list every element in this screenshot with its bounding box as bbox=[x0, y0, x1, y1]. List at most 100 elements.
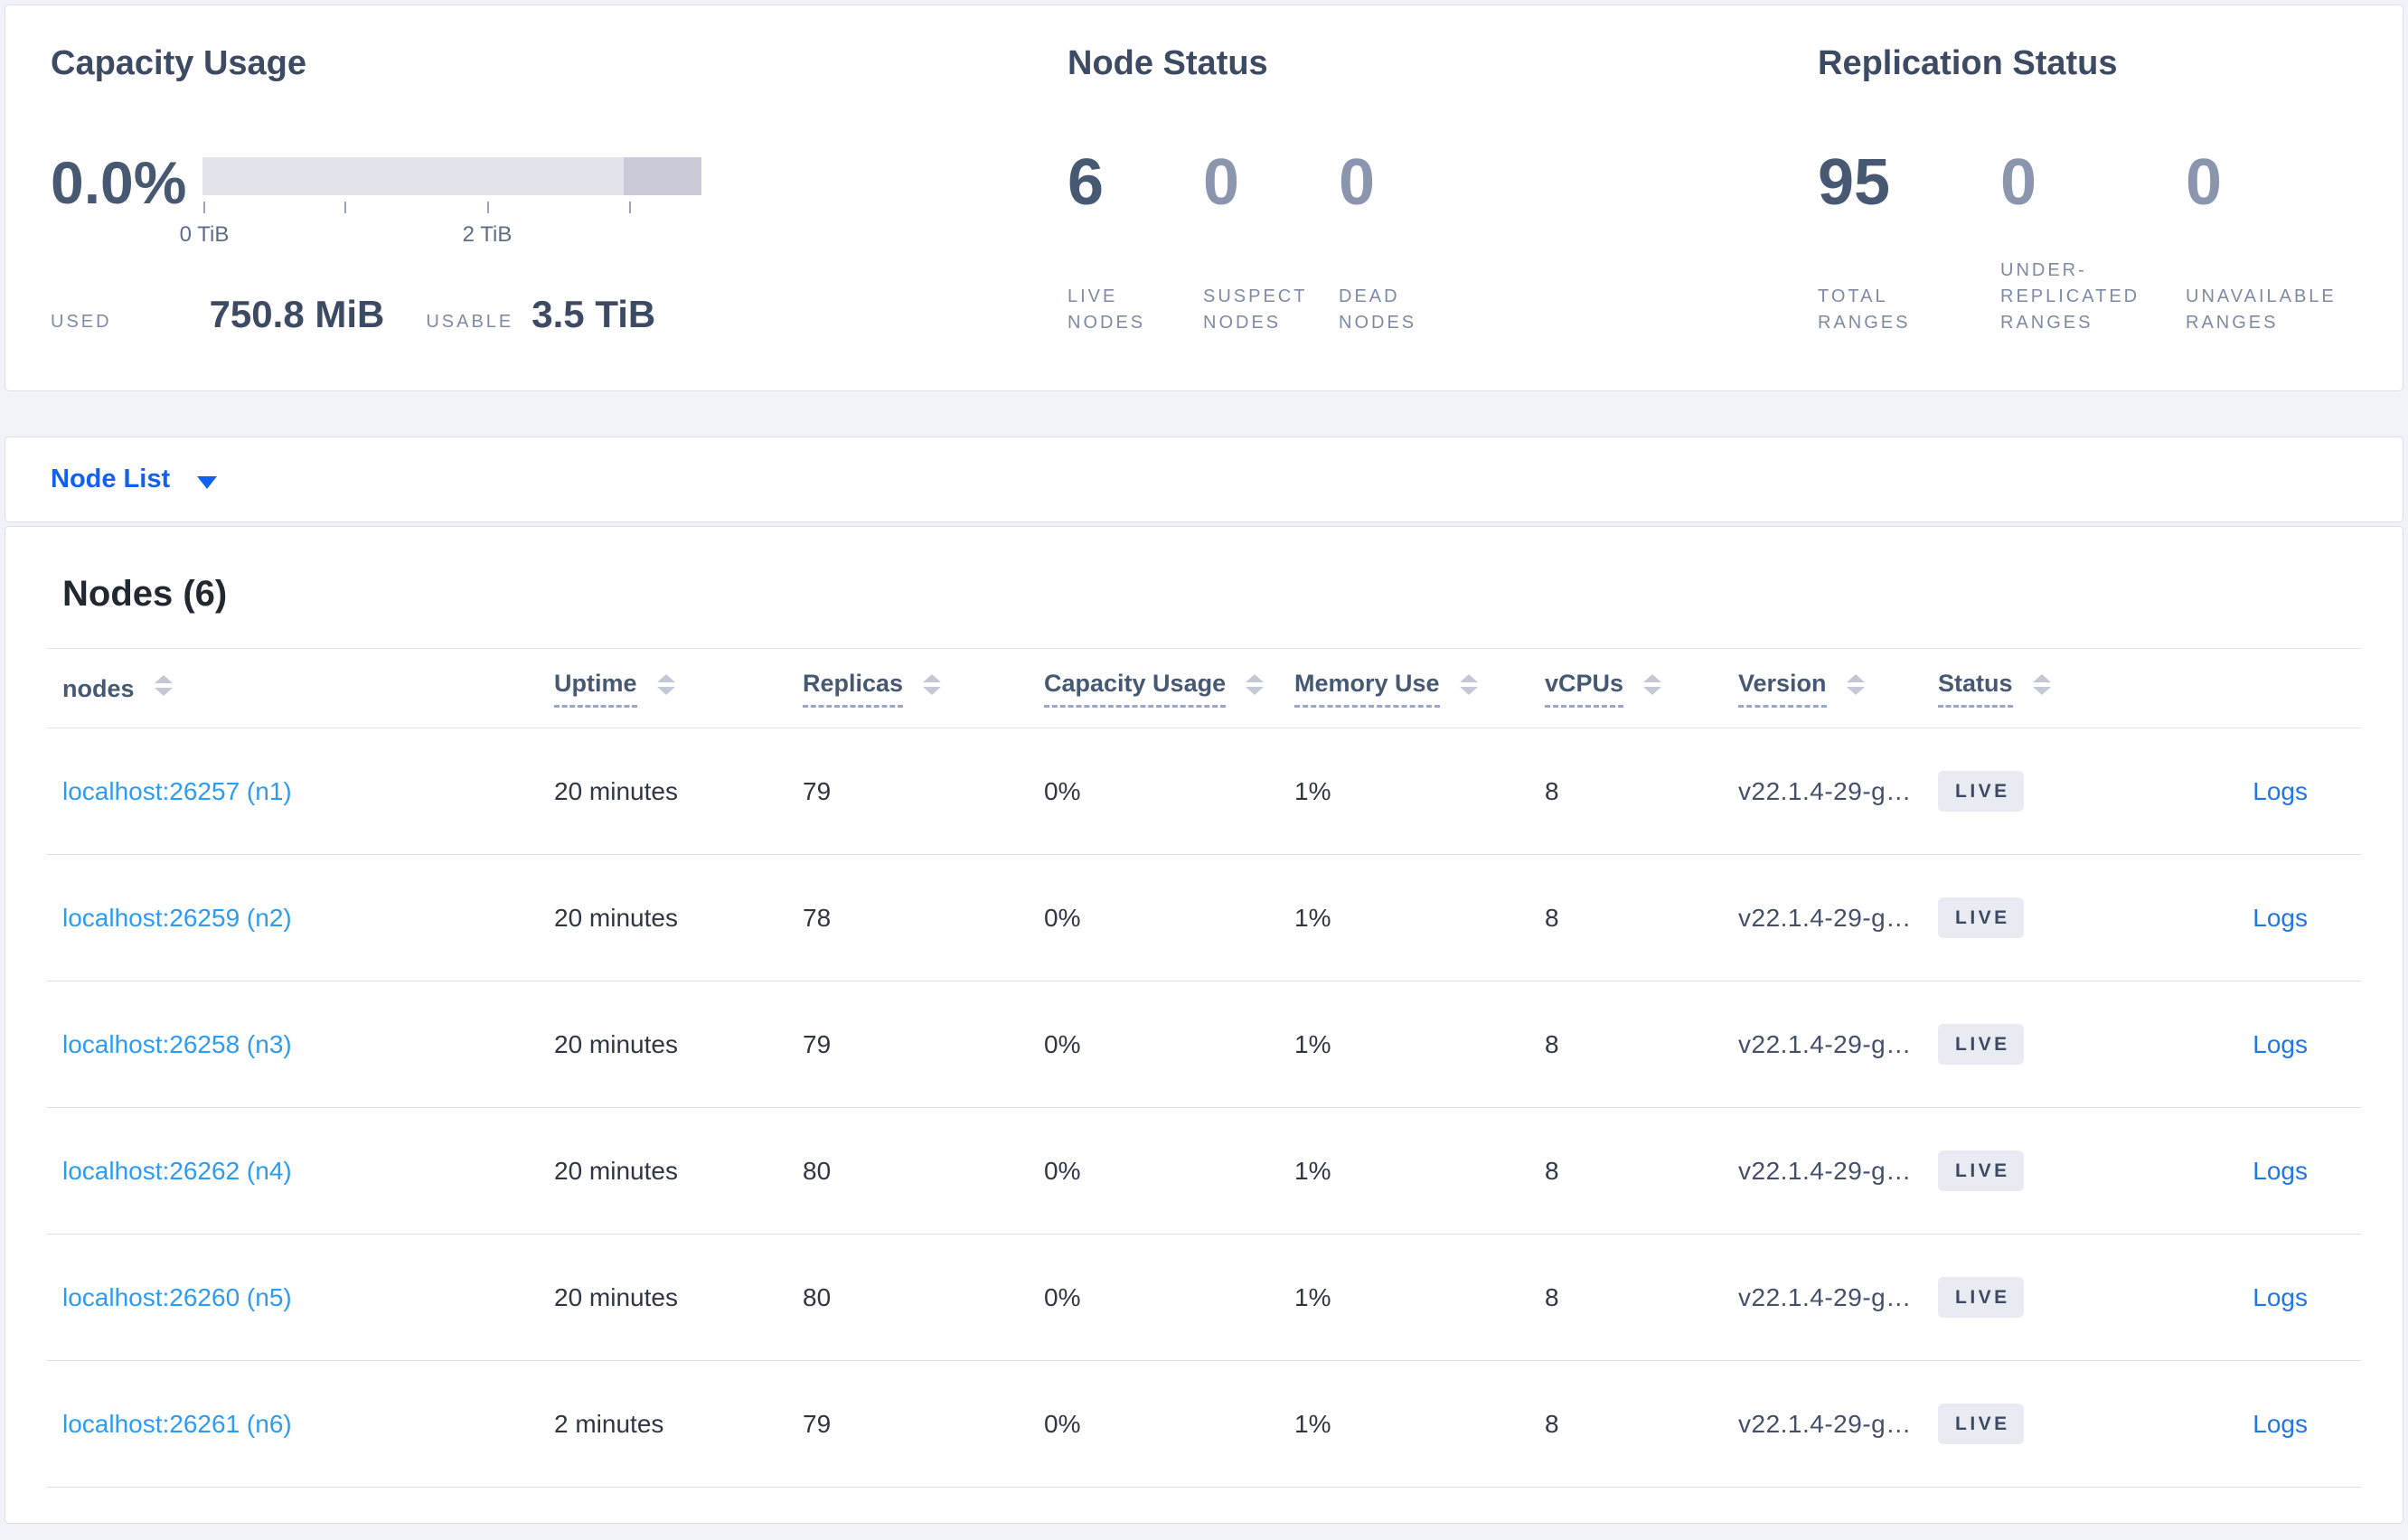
nodes-table-title: Nodes (6) bbox=[62, 574, 228, 614]
node-status-title: Node Status bbox=[1068, 44, 1268, 82]
replication-status-section: Replication Status 95 TOTAL RANGES 0 UND… bbox=[1818, 42, 2375, 336]
capacity-used-usable-row: USED 750.8 MiB USABLE 3.5 TiB bbox=[51, 293, 1009, 336]
capacity-bar-dark-segment bbox=[624, 157, 701, 195]
unavailable-ranges-value: 0 bbox=[2186, 146, 2223, 219]
capacity-bar bbox=[202, 157, 701, 195]
memory-use-cell: 1% bbox=[1294, 1029, 1331, 1058]
nodes-table-body: localhost:26257 (n1) 20 minutes 79 0% 1%… bbox=[47, 728, 2361, 1488]
column-header-vcpus[interactable]: vCPUs bbox=[1529, 649, 1723, 728]
used-label: USED bbox=[51, 312, 112, 332]
live-nodes-stat: 6 LIVE NODES bbox=[1068, 149, 1203, 336]
logs-link[interactable]: Logs bbox=[2253, 1029, 2308, 1058]
status-badge: LIVE bbox=[1938, 1024, 2024, 1065]
sort-icon bbox=[1846, 674, 1865, 695]
node-link[interactable]: localhost:26257 (n1) bbox=[62, 776, 292, 805]
live-nodes-label: LIVE NODES bbox=[1068, 286, 1146, 333]
replicas-cell: 79 bbox=[803, 1029, 832, 1058]
capacity-usage-cell: 0% bbox=[1044, 1282, 1081, 1311]
column-header-uptime[interactable]: Uptime bbox=[539, 649, 787, 728]
replicas-cell: 80 bbox=[803, 1156, 832, 1185]
logs-cell: Logs bbox=[2181, 855, 2361, 981]
capacity-usage-cell: 0% bbox=[1044, 1029, 1081, 1058]
uptime-cell: 20 minutes bbox=[554, 1029, 678, 1058]
replication-status-title: Replication Status bbox=[1818, 44, 2118, 82]
capacity-usage-cell: 0% bbox=[1044, 1409, 1081, 1438]
column-header-version[interactable]: Version bbox=[1723, 649, 1923, 728]
usable-value: 3.5 TiB bbox=[531, 293, 656, 335]
node-cell: localhost:26257 (n1) bbox=[47, 728, 539, 855]
logs-link[interactable]: Logs bbox=[2253, 776, 2308, 805]
node-cell: localhost:26259 (n2) bbox=[47, 855, 539, 981]
memory-use-cell: 1% bbox=[1294, 776, 1331, 805]
logs-link[interactable]: Logs bbox=[2253, 1156, 2308, 1185]
uptime-cell: 20 minutes bbox=[554, 903, 678, 932]
column-header-nodes[interactable]: nodes bbox=[47, 649, 539, 728]
under-replicated-ranges-stat: 0 UNDER-REPLICATED RANGES bbox=[2000, 149, 2186, 336]
unavailable-ranges-stat: 0 UNAVAILABLE RANGES bbox=[2186, 149, 2341, 336]
nodes-table-card: Nodes (6) nodes Uptime Replicas bbox=[5, 526, 2403, 1524]
chevron-down-icon bbox=[197, 475, 218, 489]
logs-link[interactable]: Logs bbox=[2253, 903, 2308, 932]
usable-label: USABLE bbox=[426, 312, 514, 332]
capacity-usage-cell: 0% bbox=[1044, 1156, 1081, 1185]
column-header-replicas[interactable]: Replicas bbox=[787, 649, 1029, 728]
capacity-axis bbox=[202, 195, 701, 213]
sort-icon bbox=[1246, 674, 1265, 695]
logs-link[interactable]: Logs bbox=[2253, 1409, 2308, 1438]
node-link[interactable]: localhost:26259 (n2) bbox=[62, 903, 292, 932]
sort-icon bbox=[1459, 674, 1478, 695]
used-value: 750.8 MiB bbox=[209, 293, 385, 335]
sort-icon bbox=[656, 674, 675, 695]
axis-tick bbox=[487, 202, 489, 213]
node-cell: localhost:26262 (n4) bbox=[47, 1108, 539, 1235]
sort-icon bbox=[154, 674, 173, 696]
node-link[interactable]: localhost:26260 (n5) bbox=[62, 1282, 292, 1311]
total-ranges-label: TOTAL RANGES bbox=[1818, 286, 1911, 333]
node-status-section: Node Status 6 LIVE NODES 0 SUSPECT NODES… bbox=[1068, 42, 1773, 336]
logs-cell: Logs bbox=[2181, 981, 2361, 1108]
dead-nodes-label: DEAD NODES bbox=[1339, 286, 1417, 333]
column-header-capacity-usage[interactable]: Capacity Usage bbox=[1029, 649, 1279, 728]
logs-cell: Logs bbox=[2181, 1361, 2361, 1488]
memory-use-cell: 1% bbox=[1294, 903, 1331, 932]
node-link[interactable]: localhost:26262 (n4) bbox=[62, 1156, 292, 1185]
logs-link[interactable]: Logs bbox=[2253, 1282, 2308, 1311]
column-header-status[interactable]: Status bbox=[1923, 649, 2181, 728]
nodes-table: nodes Uptime Replicas Capacity Usage Mem… bbox=[47, 648, 2361, 1488]
table-row: localhost:26257 (n1) 20 minutes 79 0% 1%… bbox=[47, 728, 2361, 855]
logs-cell: Logs bbox=[2181, 1108, 2361, 1235]
dead-nodes-stat: 0 DEAD NODES bbox=[1339, 149, 1474, 336]
suspect-nodes-label: SUSPECT NODES bbox=[1203, 286, 1308, 333]
node-cell: localhost:26261 (n6) bbox=[47, 1361, 539, 1488]
table-row: localhost:26262 (n4) 20 minutes 80 0% 1%… bbox=[47, 1108, 2361, 1235]
node-link[interactable]: localhost:26261 (n6) bbox=[62, 1409, 292, 1438]
sort-icon bbox=[923, 674, 942, 695]
memory-use-cell: 1% bbox=[1294, 1282, 1331, 1311]
capacity-bar-chart: 0 TiB 2 TiB bbox=[180, 150, 701, 247]
cluster-summary-card: Capacity Usage 0.0% 0 TiB 2 TiB bbox=[5, 5, 2403, 391]
replicas-cell: 80 bbox=[803, 1282, 832, 1311]
vcpus-cell: 8 bbox=[1545, 1156, 1559, 1185]
version-cell: v22.1.4-29-g… bbox=[1738, 1029, 1912, 1058]
sort-icon bbox=[2032, 674, 2051, 695]
under-replicated-ranges-label: UNDER-REPLICATED RANGES bbox=[2000, 260, 2140, 333]
vcpus-cell: 8 bbox=[1545, 776, 1559, 805]
uptime-cell: 20 minutes bbox=[554, 1282, 678, 1311]
table-row: localhost:26261 (n6) 2 minutes 79 0% 1% … bbox=[47, 1361, 2361, 1488]
vcpus-cell: 8 bbox=[1545, 1409, 1559, 1438]
unavailable-ranges-label: UNAVAILABLE RANGES bbox=[2186, 286, 2337, 333]
total-ranges-stat: 95 TOTAL RANGES bbox=[1818, 149, 2000, 336]
column-header-memory-use[interactable]: Memory Use bbox=[1279, 649, 1529, 728]
live-nodes-value: 6 bbox=[1068, 146, 1105, 219]
axis-tick bbox=[344, 202, 346, 213]
under-replicated-ranges-value: 0 bbox=[2000, 146, 2037, 219]
node-cell: localhost:26258 (n3) bbox=[47, 981, 539, 1108]
node-link[interactable]: localhost:26258 (n3) bbox=[62, 1029, 292, 1058]
vcpus-cell: 8 bbox=[1545, 1029, 1559, 1058]
status-badge: LIVE bbox=[1938, 1277, 2024, 1318]
table-row: localhost:26260 (n5) 20 minutes 80 0% 1%… bbox=[47, 1235, 2361, 1361]
suspect-nodes-value: 0 bbox=[1203, 146, 1240, 219]
node-list-dropdown[interactable]: Node List bbox=[5, 437, 2403, 522]
capacity-usage-cell: 0% bbox=[1044, 776, 1081, 805]
